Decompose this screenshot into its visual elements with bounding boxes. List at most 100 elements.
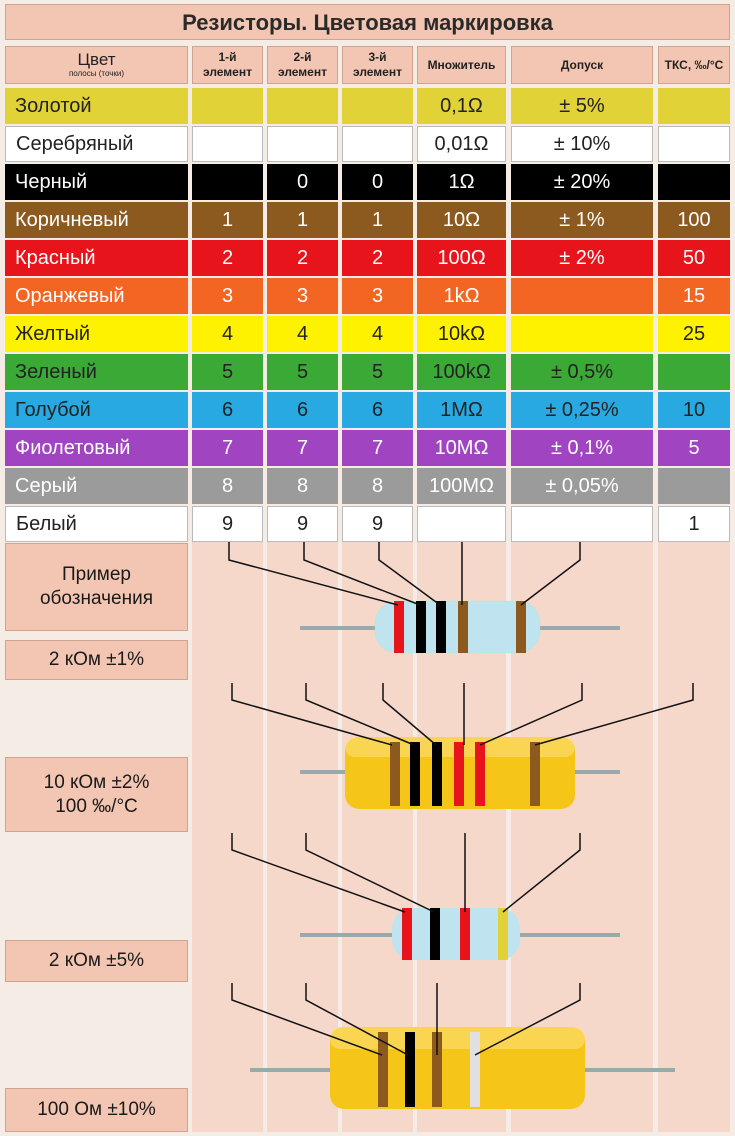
- header-color: Цвет полосы (точки): [5, 46, 188, 84]
- resistor-3-band-1: [402, 908, 412, 960]
- header-multiplier-label: Множитель: [427, 57, 496, 72]
- row-1-mult: 0,1Ω: [417, 88, 506, 124]
- row-6-tks: 15: [658, 278, 730, 314]
- row-10-mult: 10MΩ: [417, 430, 506, 466]
- example-2-label: 10 кОм ±2% 100 ‰/°C: [5, 757, 188, 832]
- example-4-text: 100 Ом ±10%: [37, 1099, 156, 1120]
- row-4-mult: 10Ω: [417, 202, 506, 238]
- row-3-d1: [192, 164, 263, 200]
- resistor-2-band-4: [454, 742, 464, 806]
- row-7-tks: 25: [658, 316, 730, 352]
- example-1-label: 2 кОм ±1%: [5, 640, 188, 680]
- example-2-line1: 10 кОм ±2%: [43, 771, 150, 793]
- row-5-tol: ± 2%: [511, 240, 653, 276]
- row-3-mult: 1Ω: [417, 164, 506, 200]
- row-10-d2: 7: [267, 430, 338, 466]
- row-8-d1: 5: [192, 354, 263, 390]
- row-12-tol: [511, 506, 653, 542]
- resistor-1-band-4: [458, 601, 468, 653]
- row-6-d3: 3: [342, 278, 413, 314]
- example-3-label: 2 кОм ±5%: [5, 940, 188, 982]
- row-8-d2: 5: [267, 354, 338, 390]
- row-4-d1: 1: [192, 202, 263, 238]
- header-first-label: 1-й элемент: [203, 50, 252, 79]
- row-12-d2: 9: [267, 506, 338, 542]
- example-heading-text: Пример обозначения: [39, 564, 154, 609]
- row-6-d2: 3: [267, 278, 338, 314]
- row-8-name: Зеленый: [5, 354, 188, 390]
- header-tks-label: ТКС, ‰/°C: [664, 57, 724, 72]
- row-9-d1: 6: [192, 392, 263, 428]
- resistor-2-band-1: [390, 742, 400, 806]
- row-11-tol: ± 0,05%: [511, 468, 653, 504]
- row-11-d2: 8: [267, 468, 338, 504]
- resistor-4-band-2: [405, 1032, 415, 1107]
- header-color-sub: полосы (точки): [68, 69, 125, 78]
- row-12-name: Белый: [5, 506, 188, 542]
- row-2-tks: [658, 126, 730, 162]
- row-9-tks: 10: [658, 392, 730, 428]
- example-1-text: 2 кОм ±1%: [48, 649, 145, 670]
- resistor-4-band-4: [470, 1032, 480, 1107]
- row-5-mult: 100Ω: [417, 240, 506, 276]
- row-10-tks: 5: [658, 430, 730, 466]
- row-10-tol: ± 0,1%: [511, 430, 653, 466]
- row-11-d1: 8: [192, 468, 263, 504]
- resistor-example-1: [228, 542, 620, 654]
- row-1-d2: [267, 88, 338, 124]
- row-6-d1: 3: [192, 278, 263, 314]
- page-title: Резисторы. Цветовая маркировка: [5, 4, 730, 40]
- resistor-2-band-5: [475, 742, 485, 806]
- row-1-d3: [342, 88, 413, 124]
- example-4-label: 100 Ом ±10%: [5, 1088, 188, 1132]
- header-multiplier: Множитель: [417, 46, 506, 84]
- header-third-label: 3-й элемент: [353, 50, 402, 79]
- row-3-tks: [658, 164, 730, 200]
- row-9-tol: ± 0,25%: [511, 392, 653, 428]
- resistor-1-band-1: [394, 601, 404, 653]
- row-8-d3: 5: [342, 354, 413, 390]
- row-5-name: Красный: [5, 240, 188, 276]
- example-3-text: 2 кОм ±5%: [48, 950, 145, 971]
- header-tks: ТКС, ‰/°C: [658, 46, 730, 84]
- row-3-tol: ± 20%: [511, 164, 653, 200]
- row-1-tol: ± 5%: [511, 88, 653, 124]
- row-10-name: Фиолетовый: [5, 430, 188, 466]
- row-12-mult: [417, 506, 506, 542]
- resistor-3-band-2: [430, 908, 440, 960]
- header-first: 1-й элемент: [192, 46, 263, 84]
- resistor-4-highlight: [330, 1027, 585, 1049]
- resistor-2-band-2: [410, 742, 420, 806]
- row-8-mult: 100kΩ: [417, 354, 506, 390]
- row-12-d3: 9: [342, 506, 413, 542]
- row-10-d3: 7: [342, 430, 413, 466]
- row-4-tks: 100: [658, 202, 730, 238]
- row-9-name: Голубой: [5, 392, 188, 428]
- row-4-d2: 1: [267, 202, 338, 238]
- resistor-3-body: [392, 908, 520, 960]
- row-7-d1: 4: [192, 316, 263, 352]
- header-second-label: 2-й элемент: [278, 50, 327, 79]
- row-11-name: Серый: [5, 468, 188, 504]
- row-3-d2: 0: [267, 164, 338, 200]
- resistor-1-band-5: [516, 601, 526, 653]
- row-2-mult: 0,01Ω: [417, 126, 506, 162]
- row-7-name: Желтый: [5, 316, 188, 352]
- row-6-name: Оранжевый: [5, 278, 188, 314]
- row-6-tol: [511, 278, 653, 314]
- resistor-3-band-4: [498, 908, 508, 960]
- header-tolerance: Допуск: [511, 46, 653, 84]
- row-8-tol: ± 0,5%: [511, 354, 653, 390]
- row-7-mult: 10kΩ: [417, 316, 506, 352]
- resistor-4-band-3: [432, 1032, 442, 1107]
- row-10-d1: 7: [192, 430, 263, 466]
- row-11-mult: 100MΩ: [417, 468, 506, 504]
- resistor-example-4: [231, 983, 675, 1109]
- example-2-line2: 100 ‰/°C: [55, 795, 138, 817]
- resistor-1-band-2: [416, 601, 426, 653]
- resistor-3-leader-lines: [231, 833, 581, 913]
- row-6-mult: 1kΩ: [417, 278, 506, 314]
- row-8-tks: [658, 354, 730, 390]
- row-11-d3: 8: [342, 468, 413, 504]
